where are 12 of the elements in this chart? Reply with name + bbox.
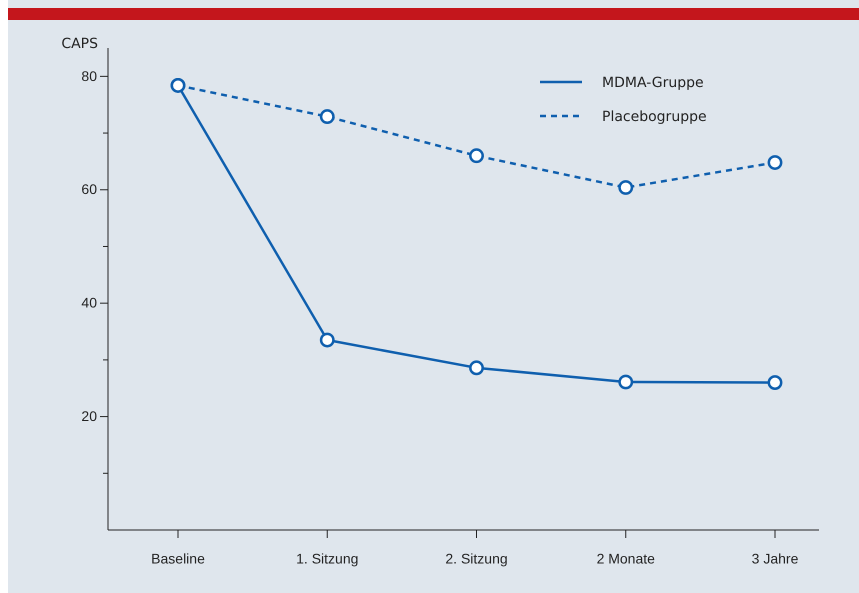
x-tick-label: 2 Monate [596,550,656,566]
y-tick-label: 20 [81,408,98,424]
legend-label: Placebogruppe [602,108,707,125]
legend-label: MDMA-Gruppe [602,74,704,91]
y-tick-label: 60 [81,181,98,198]
y-tick-label: 80 [81,68,98,84]
y-tick-label: 40 [81,294,98,311]
y-axis-title: CAPS [61,36,98,52]
x-tick-label: 1. Sitzung [296,550,358,566]
x-tick-label: 2. Sitzung [445,550,508,566]
x-tick-label: Baseline [151,550,206,566]
x-tick-label: 3 Jahre [752,550,799,566]
